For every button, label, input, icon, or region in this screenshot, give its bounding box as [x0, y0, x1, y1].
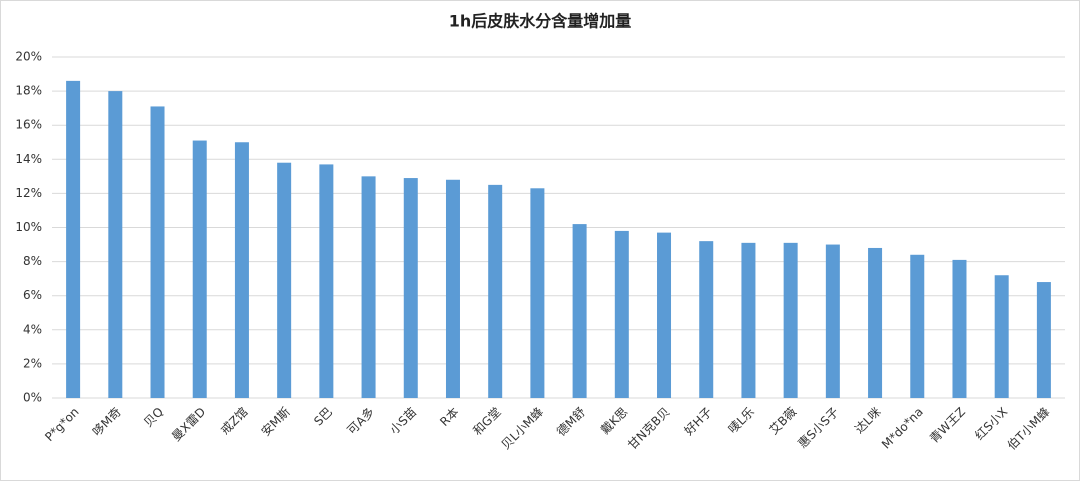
- bar: [657, 232, 672, 398]
- bar: [910, 254, 925, 398]
- bar: [361, 176, 376, 398]
- chart-title: 1h后皮肤水分含量增加量: [449, 12, 632, 31]
- bar: [614, 230, 629, 398]
- bar: [783, 242, 798, 398]
- bar: [445, 179, 460, 398]
- bar: [192, 140, 207, 399]
- y-tick-label: 10%: [15, 220, 42, 234]
- bar: [952, 259, 967, 398]
- y-tick-label: 12%: [15, 186, 42, 200]
- y-tick-label: 8%: [23, 254, 42, 268]
- y-tick-label: 2%: [23, 356, 42, 370]
- y-tick-label: 18%: [15, 84, 42, 98]
- y-tick-label: 4%: [23, 322, 42, 336]
- bar: [741, 242, 756, 398]
- bar: [994, 275, 1009, 398]
- bar: [66, 80, 81, 399]
- bar: [150, 106, 165, 398]
- y-tick-label: 14%: [15, 152, 42, 166]
- bar: [319, 164, 334, 398]
- bar: [868, 247, 883, 398]
- y-tick-label: 20%: [15, 50, 42, 64]
- bar: [403, 178, 418, 398]
- bar: [825, 244, 840, 398]
- bar: [699, 241, 714, 398]
- bar: [277, 162, 292, 398]
- bar: [1036, 282, 1051, 398]
- bar: [108, 91, 123, 398]
- y-tick-label: 6%: [23, 288, 42, 302]
- bar: [234, 142, 249, 398]
- y-tick-label: 0%: [23, 391, 42, 405]
- bar: [530, 188, 545, 398]
- y-tick-label: 16%: [15, 118, 42, 132]
- bar: [572, 224, 587, 398]
- bar: [488, 184, 503, 398]
